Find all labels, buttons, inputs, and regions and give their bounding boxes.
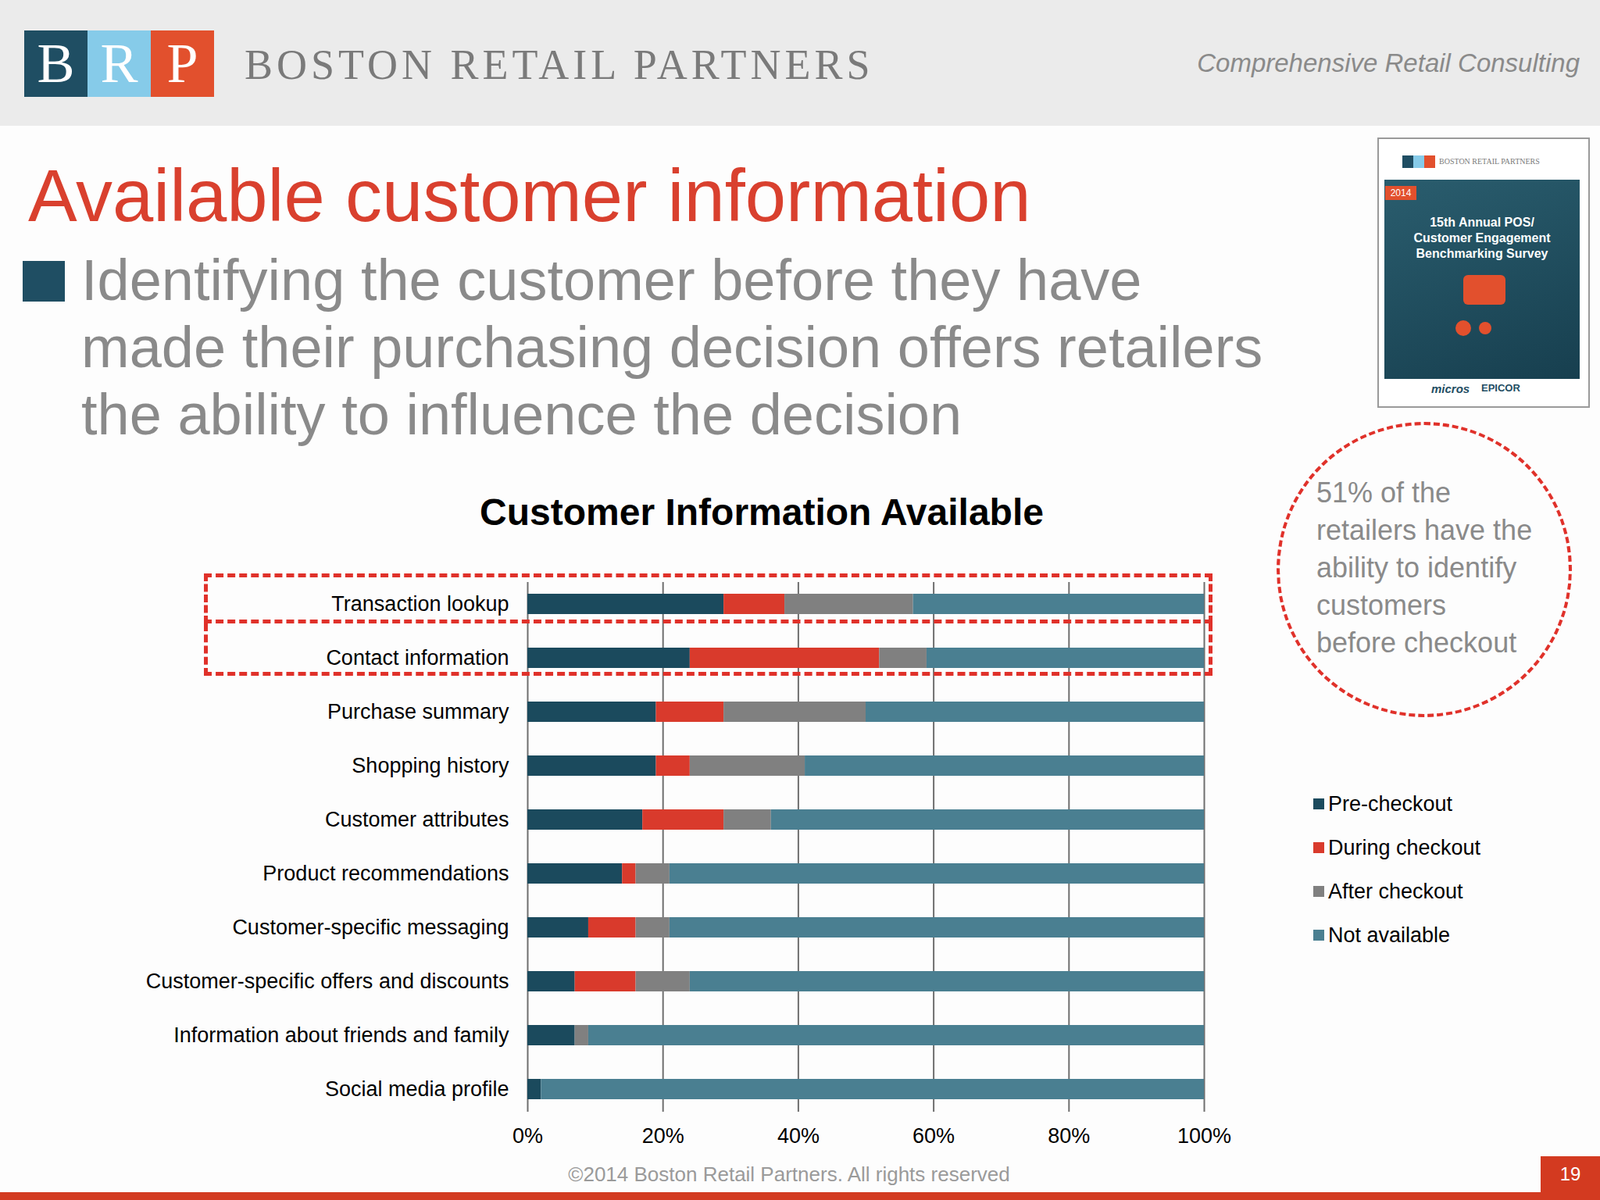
html-text:Benchmarking Survey: Benchmarking Survey — [1416, 246, 1549, 261]
html-text:B: B — [37, 32, 75, 95]
html-text:made their purchasing decision: made their purchasing decision offers re… — [81, 314, 1263, 380]
html-text:ability to identify: ability to identify — [1316, 551, 1517, 584]
html-text:©2014 Boston Retail Partners.: ©2014 Boston Retail Partners. All rights… — [568, 1162, 1010, 1186]
svg-text:40%: 40% — [777, 1124, 820, 1148]
html-text:Comprehensive Retail Consultin: Comprehensive Retail Consulting — [1197, 48, 1580, 78]
svg-text:Contact information: Contact information — [325, 646, 509, 670]
html-text:BOSTON RETAIL PARTNERS: BOSTON RETAIL PARTNERS — [244, 41, 874, 89]
svg-text:Product recommendations: Product recommendations — [262, 861, 509, 886]
svg-text:100%: 100% — [1177, 1124, 1232, 1148]
html-text:R: R — [100, 32, 138, 95]
svg-text:Customer-specific messaging: Customer-specific messaging — [232, 915, 509, 940]
html-text:BOSTON RETAIL PARTNERS: BOSTON RETAIL PARTNERS — [1439, 157, 1540, 166]
svg-text:Information about friends and: Information about friends and family — [173, 1023, 510, 1047]
svg-text:Customer attributes: Customer attributes — [325, 807, 510, 832]
html-text:2014: 2014 — [1390, 187, 1412, 199]
svg-text:Customer-specific offers and d: Customer-specific offers and discounts — [146, 969, 510, 993]
svg-text:80%: 80% — [1047, 1124, 1090, 1148]
svg-text:60%: 60% — [912, 1124, 955, 1148]
html-text:before checkout: before checkout — [1316, 626, 1517, 659]
svg-text:Social media profile: Social media profile — [325, 1077, 510, 1101]
html-text:retailers have the: retailers have the — [1316, 514, 1533, 547]
html-text:During checkout: During checkout — [1328, 835, 1481, 860]
svg-text:Shopping history: Shopping history — [351, 753, 510, 778]
html-text:After checkout: After checkout — [1328, 879, 1463, 904]
html-text:Not available: Not available — [1328, 923, 1451, 947]
html-text:51% of the: 51% of the — [1316, 476, 1451, 509]
html-text:P: P — [166, 32, 199, 95]
html-text:the ability to influence the d: the ability to influence the decision — [81, 382, 962, 447]
svg-text:Transaction lookup: Transaction lookup — [331, 592, 509, 616]
svg-text:Purchase summary: Purchase summary — [327, 700, 510, 724]
html-text:19: 19 — [1559, 1163, 1581, 1185]
html-text:micros: micros — [1431, 382, 1470, 396]
html-text:Available customer information: Available customer information — [28, 154, 1031, 237]
html-text:Identifying the customer befor: Identifying the customer before they hav… — [81, 247, 1142, 313]
html-text:EPICOR: EPICOR — [1481, 382, 1521, 394]
svg-text:20%: 20% — [642, 1124, 685, 1148]
html-text:Pre-checkout: Pre-checkout — [1328, 792, 1453, 816]
html-text:15th Annual POS/: 15th Annual POS/ — [1429, 215, 1535, 229]
html-text:customers: customers — [1316, 589, 1447, 622]
html-text:Customer Engagement: Customer Engagement — [1413, 231, 1551, 245]
svg-text:0%: 0% — [512, 1124, 543, 1148]
html-text:Customer Information Available: Customer Information Available — [479, 491, 1044, 533]
